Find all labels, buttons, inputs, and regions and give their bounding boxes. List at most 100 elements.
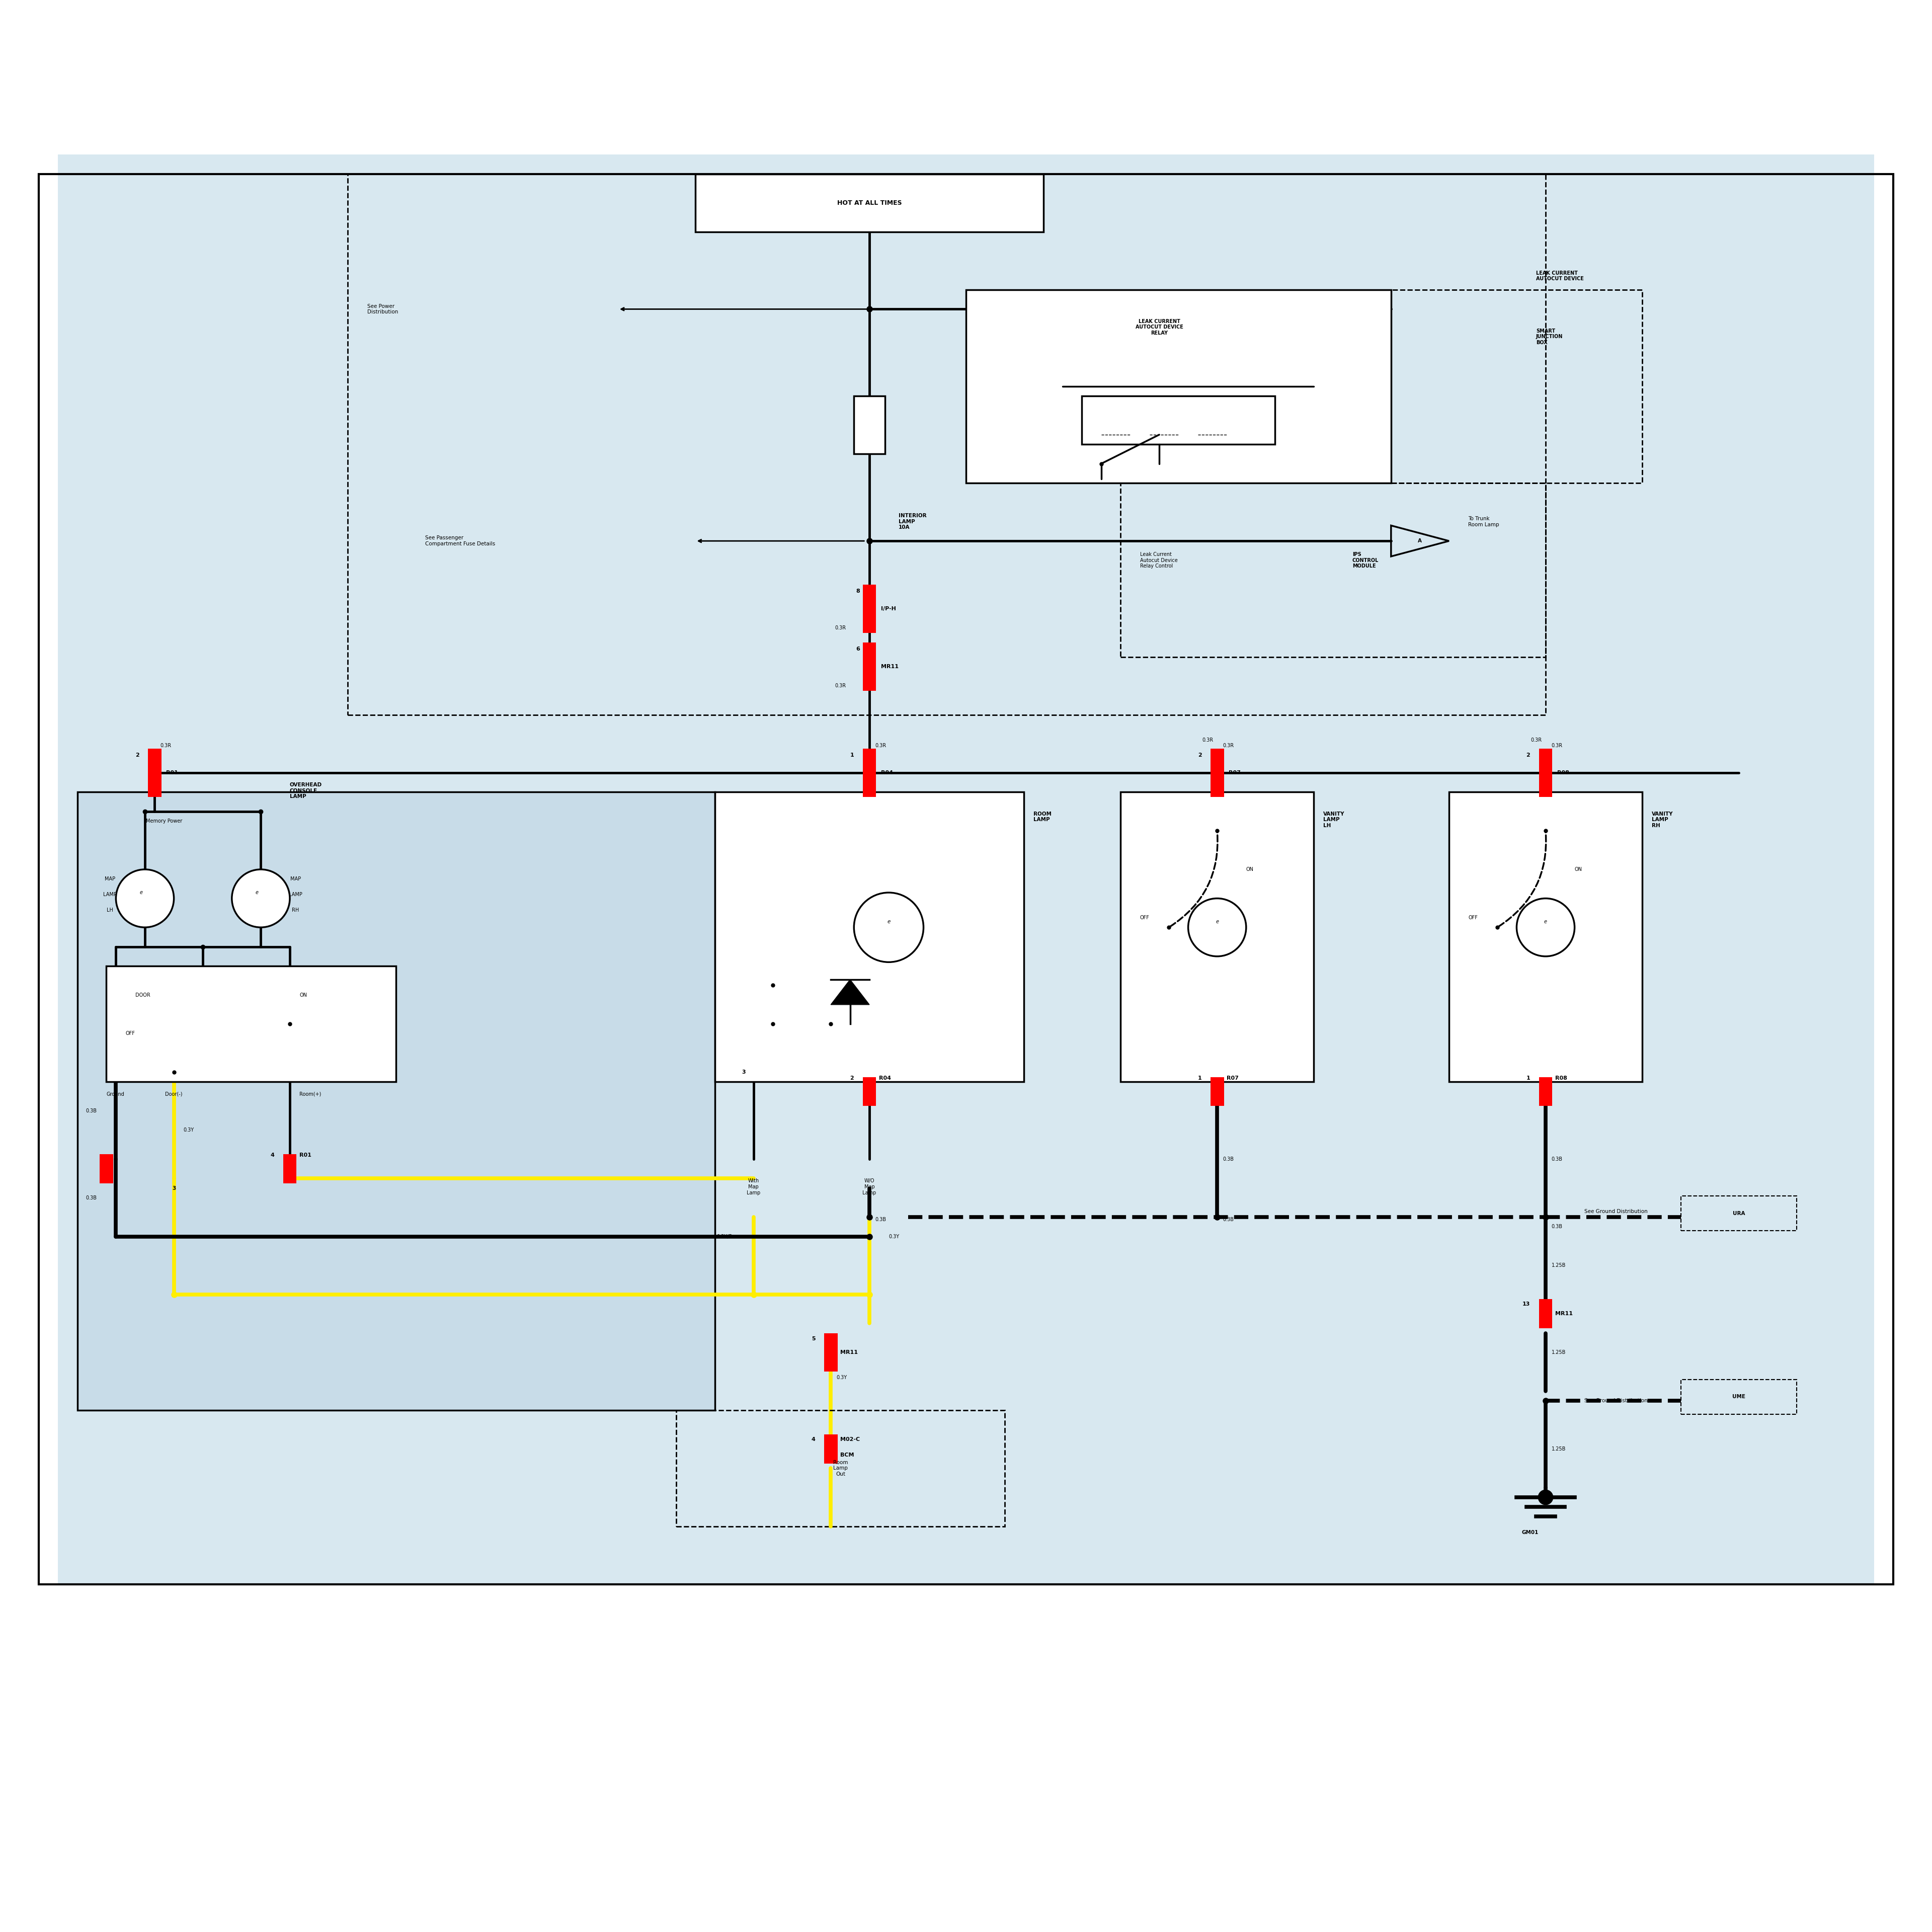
Text: R01: R01 (166, 771, 178, 775)
Bar (966, 290, 1391, 483)
Text: R04: R04 (879, 1076, 891, 1080)
Text: LEAK CURRENT
AUTOCUT DEVICE
RELAY: LEAK CURRENT AUTOCUT DEVICE RELAY (1136, 319, 1182, 336)
Text: 0.3Y: 0.3Y (837, 1376, 848, 1379)
Text: MR11: MR11 (1555, 1312, 1573, 1316)
Bar (696, 174, 1043, 232)
Circle shape (1538, 1490, 1553, 1505)
Circle shape (1517, 898, 1575, 956)
Text: 3: 3 (742, 1070, 746, 1074)
Bar (1082, 396, 1275, 444)
Text: R04: R04 (881, 771, 893, 775)
Text: 1.25B: 1.25B (1551, 1447, 1565, 1451)
Text: 1: 1 (104, 1177, 108, 1180)
Text: R08: R08 (1557, 771, 1569, 775)
Text: 13: 13 (1522, 1302, 1530, 1306)
Text: 2: 2 (1198, 753, 1202, 757)
Text: See Power
Distribution: See Power Distribution (367, 303, 398, 315)
Text: 1: 1 (1198, 1076, 1202, 1080)
Text: Memory Power: Memory Power (147, 819, 182, 823)
Bar (862, 641, 877, 692)
Bar (1121, 483, 1546, 657)
Text: e: e (887, 920, 891, 923)
Bar (1391, 290, 1642, 483)
Text: OFF: OFF (126, 1032, 135, 1036)
Text: 0.3R: 0.3R (1202, 738, 1213, 742)
Bar (1121, 792, 1314, 1082)
Text: VANITY
LAMP
LH: VANITY LAMP LH (1323, 811, 1345, 829)
Text: To Trunk
Room Lamp: To Trunk Room Lamp (1468, 516, 1499, 527)
Text: ON: ON (1246, 867, 1254, 871)
Text: 1.25B: 1.25B (1551, 1264, 1565, 1267)
Text: See Passenger
Compartment Fuse Details: See Passenger Compartment Fuse Details (425, 535, 495, 547)
Bar (282, 1155, 296, 1182)
Text: 2: 2 (1526, 753, 1530, 757)
Text: 0.3R: 0.3R (160, 744, 172, 748)
Bar (823, 1333, 838, 1372)
Text: 0.3B: 0.3B (1551, 1225, 1563, 1229)
Text: e: e (139, 891, 143, 895)
Text: 0.3B: 0.3B (1223, 1217, 1235, 1223)
Text: e: e (255, 891, 259, 895)
Bar (100, 1155, 112, 1182)
Text: Door(-): Door(-) (166, 1092, 182, 1097)
Text: LEAK CURRENT
AUTOCUT DEVICE: LEAK CURRENT AUTOCUT DEVICE (1536, 270, 1584, 282)
Text: 0.3B: 0.3B (1551, 1157, 1563, 1161)
Text: INTERIOR
LAMP
10A: INTERIOR LAMP 10A (898, 514, 925, 529)
Text: ROOM
LAMP: ROOM LAMP (1034, 811, 1051, 823)
Text: 0.3R: 0.3R (1551, 744, 1563, 748)
Text: 2: 2 (850, 1076, 854, 1080)
Text: LAMP: LAMP (104, 893, 116, 896)
Text: 4: 4 (270, 1153, 274, 1157)
Text: With
Map
Lamp: With Map Lamp (746, 1179, 761, 1196)
Text: 0.3Y/B: 0.3Y/B (717, 1235, 732, 1238)
Text: A: A (1418, 539, 1422, 543)
Text: 5: 5 (811, 1337, 815, 1341)
Text: HOT AT ALL TIMES: HOT AT ALL TIMES (837, 199, 902, 207)
Text: 6: 6 (856, 647, 860, 651)
Text: LAMP: LAMP (290, 893, 301, 896)
Text: 3: 3 (172, 1186, 176, 1190)
Text: R07: R07 (1227, 1076, 1238, 1080)
Text: 0.3R: 0.3R (875, 744, 887, 748)
Text: Ground: Ground (106, 1092, 124, 1097)
Circle shape (854, 893, 923, 962)
Polygon shape (831, 980, 869, 1005)
Text: 4: 4 (811, 1437, 815, 1441)
Text: Leak Current
Autocut Device
Relay Control: Leak Current Autocut Device Relay Contro… (1140, 553, 1177, 568)
Text: 0.3R: 0.3R (835, 626, 846, 630)
Text: 0.3R: 0.3R (1530, 738, 1542, 742)
Bar (862, 583, 877, 634)
Text: W/O
Map
Lamp: W/O Map Lamp (862, 1179, 877, 1196)
Text: RH: RH (292, 908, 299, 912)
Bar (823, 1434, 838, 1464)
Text: MAP: MAP (290, 877, 301, 881)
Text: I/P-H: I/P-H (881, 607, 896, 611)
Text: 0.3B: 0.3B (85, 1196, 97, 1200)
Text: 0.3Y: 0.3Y (184, 1128, 195, 1132)
Circle shape (232, 869, 290, 927)
Text: 0.3Y: 0.3Y (889, 1235, 900, 1238)
Circle shape (1188, 898, 1246, 956)
Text: M02-C: M02-C (840, 1437, 860, 1441)
Text: 0.3B: 0.3B (1223, 1157, 1235, 1161)
Bar (77, 792, 715, 1410)
Bar (862, 1078, 877, 1105)
Text: MAP: MAP (104, 877, 116, 881)
Text: 0.3R: 0.3R (835, 684, 846, 688)
Text: 1: 1 (1526, 1076, 1530, 1080)
Text: OVERHEAD
CONSOLE
LAMP: OVERHEAD CONSOLE LAMP (290, 782, 323, 800)
Text: IPS
CONTROL
MODULE: IPS CONTROL MODULE (1352, 553, 1379, 568)
Bar (1538, 748, 1553, 796)
Text: Room
Lamp
Out: Room Lamp Out (833, 1461, 848, 1476)
Text: 8: 8 (856, 589, 860, 593)
Text: See Ground Distribution: See Ground Distribution (1584, 1209, 1648, 1213)
Text: LH: LH (106, 908, 114, 912)
Bar (147, 748, 160, 796)
Bar (1209, 1078, 1225, 1105)
Circle shape (116, 869, 174, 927)
Text: SMART
JUNCTION
BOX: SMART JUNCTION BOX (1536, 328, 1563, 346)
Bar (348, 174, 1546, 715)
Text: URA: URA (1733, 1211, 1745, 1215)
Text: R07: R07 (1229, 771, 1240, 775)
Text: Room(+): Room(+) (299, 1092, 321, 1097)
